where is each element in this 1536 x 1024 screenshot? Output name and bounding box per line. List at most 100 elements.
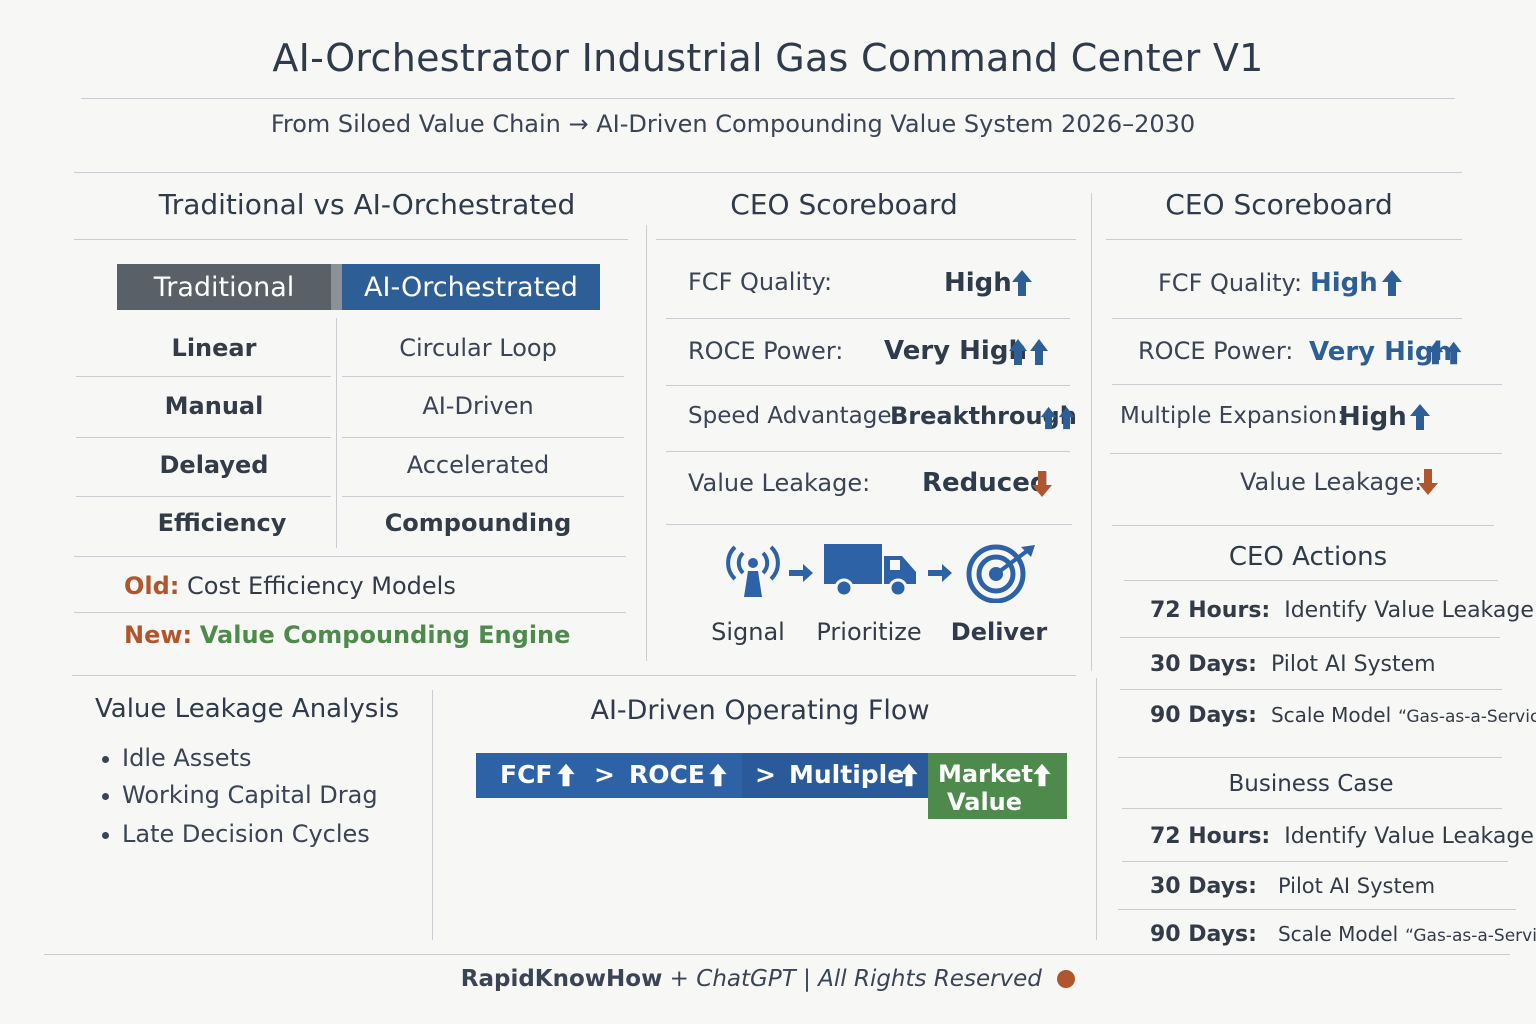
old-label: Old: bbox=[124, 572, 180, 600]
section-divider bbox=[1096, 678, 1097, 940]
scoreboard-label: FCF Quality: bbox=[688, 268, 833, 296]
business-case-row: 30 Days: Pilot AI System bbox=[1150, 874, 1435, 899]
scoreboard-right-label: ROCE Power: bbox=[1138, 337, 1294, 365]
ceo-action-row: 30 Days: Pilot AI System bbox=[1150, 652, 1436, 677]
action-when: 30 Days: bbox=[1150, 652, 1257, 677]
signal-icon bbox=[726, 545, 780, 597]
footer-dot-icon bbox=[1057, 970, 1076, 988]
flow-step-roce: ROCE bbox=[629, 760, 705, 789]
column-header-gap bbox=[331, 264, 342, 310]
comparison-heading-divider bbox=[74, 239, 628, 240]
section-divider bbox=[646, 225, 647, 661]
row-divider bbox=[76, 437, 331, 438]
scoreboard-value: Reduced bbox=[922, 468, 1049, 498]
business-case-row: 72 Hours: Identify Value Leakage bbox=[1150, 824, 1534, 849]
scoreboard-row-divider bbox=[666, 451, 1070, 452]
new-model-line: New: Value Compounding Engine bbox=[124, 621, 570, 649]
flow-step-multiple: Multiple bbox=[789, 760, 905, 789]
case-quote: “Gas-as-a-Service” bbox=[1405, 926, 1536, 946]
new-label: New: bbox=[124, 621, 193, 649]
up-arrow-icon bbox=[1382, 270, 1402, 296]
footer-plus: + bbox=[669, 966, 689, 992]
action-when: 72 Hours: bbox=[1150, 598, 1271, 623]
scoreboard-label: ROCE Power: bbox=[688, 337, 844, 365]
scoreboard-heading: CEO Scoreboard bbox=[730, 188, 958, 221]
market-value-line1: Market bbox=[938, 760, 1033, 788]
scoreboard-right-label: FCF Quality: bbox=[1158, 269, 1303, 297]
row-divider bbox=[76, 376, 331, 377]
row-divider bbox=[342, 437, 624, 438]
business-case-row-divider bbox=[1118, 909, 1516, 910]
old-new-divider bbox=[74, 612, 626, 613]
process-arrow-icon bbox=[789, 564, 813, 582]
traditional-cell: Linear bbox=[171, 334, 257, 362]
row-divider bbox=[342, 496, 624, 497]
action-what: Scale Model bbox=[1270, 703, 1392, 727]
scoreboard-row-divider bbox=[666, 318, 1070, 319]
scoreboard-value: High bbox=[944, 268, 1012, 298]
down-arrow-icon bbox=[1032, 471, 1052, 497]
row-divider bbox=[74, 556, 626, 557]
ceo-actions-end-divider bbox=[1118, 757, 1502, 758]
scoreboard-row-divider bbox=[666, 385, 1070, 386]
case-when: 90 Days: bbox=[1150, 922, 1257, 947]
comparison-column-divider bbox=[336, 318, 337, 548]
comparison-heading: Traditional vs AI-Orchestrated bbox=[158, 188, 576, 221]
up-arrow-icon bbox=[900, 763, 918, 787]
title-divider bbox=[81, 98, 1455, 99]
process-step-label: Prioritize bbox=[816, 618, 922, 646]
footer: RapidKnowHow + ChatGPT | All Rights Rese… bbox=[0, 966, 1536, 992]
ceo-actions-divider bbox=[1124, 580, 1498, 581]
scoreboard-row-divider bbox=[666, 524, 1072, 525]
traditional-cell: Delayed bbox=[159, 451, 269, 479]
lower-section-divider bbox=[72, 675, 1076, 676]
ceo-action-divider bbox=[1120, 689, 1502, 690]
ceo-action-row: 90 Days: Scale Model “Gas-as-a-Service” bbox=[1150, 703, 1536, 728]
scoreboard-right-label: Value Leakage: bbox=[1240, 468, 1423, 496]
up-arrow-icon bbox=[709, 763, 727, 787]
process-step-label: Deliver bbox=[950, 618, 1048, 646]
ai-cell: Accelerated bbox=[406, 451, 550, 479]
footer-rights: All Rights Reserved bbox=[818, 966, 1042, 992]
scoreboard-right-value: High bbox=[1310, 268, 1378, 298]
traditional-column-header: Traditional bbox=[117, 264, 331, 310]
flow-step-fcf: FCF bbox=[500, 760, 553, 789]
scoreboard-right-heading: CEO Scoreboard bbox=[1165, 188, 1393, 221]
traditional-cell: Efficiency bbox=[157, 509, 287, 537]
flow-bar-right bbox=[742, 753, 930, 798]
flow-bar-left bbox=[476, 753, 742, 798]
new-text: Value Compounding Engine bbox=[199, 621, 571, 649]
action-what: Identify Value Leakage bbox=[1284, 598, 1534, 623]
business-case-heading: Business Case bbox=[1228, 771, 1394, 797]
process-step-label: Signal bbox=[711, 618, 785, 646]
case-what: Pilot AI System bbox=[1277, 874, 1436, 898]
leakage-item: Working Capital Drag bbox=[102, 781, 378, 809]
case-what: Identify Value Leakage bbox=[1284, 824, 1534, 849]
scoreboard-right-label: Multiple Expansion: bbox=[1120, 403, 1345, 429]
footer-brand: RapidKnowHow bbox=[460, 966, 663, 992]
action-quote: “Gas-as-a-Service” bbox=[1398, 707, 1536, 727]
business-case-row-divider bbox=[1122, 861, 1508, 862]
case-when: 30 Days: bbox=[1150, 874, 1257, 899]
scoreboard-right-row-divider bbox=[1112, 318, 1462, 319]
leakage-item: Late Decision Cycles bbox=[102, 820, 370, 848]
row-divider bbox=[76, 496, 331, 497]
up-arrow-icon bbox=[1012, 270, 1032, 296]
up-arrow-icon bbox=[1033, 763, 1051, 787]
business-case-divider bbox=[1122, 808, 1502, 809]
action-what: Pilot AI System bbox=[1270, 652, 1436, 677]
old-text: Cost Efficiency Models bbox=[187, 572, 456, 600]
ai-cell: Circular Loop bbox=[399, 334, 557, 362]
scoreboard-right-heading-divider bbox=[1106, 239, 1462, 240]
ai-cell: Compounding bbox=[384, 509, 572, 537]
footer-partner: ChatGPT bbox=[696, 966, 796, 992]
action-when: 90 Days: bbox=[1150, 703, 1257, 728]
footer-separator: | bbox=[803, 966, 811, 992]
market-value-line2: Value bbox=[947, 788, 1023, 816]
scoreboard-right-row-divider bbox=[1110, 453, 1502, 454]
scoreboard-right-value: High bbox=[1339, 402, 1407, 432]
traditional-cell: Manual bbox=[164, 392, 264, 420]
down-arrow-icon bbox=[1418, 469, 1438, 495]
up-arrow-icon bbox=[557, 763, 575, 787]
leakage-heading: Value Leakage Analysis bbox=[95, 694, 400, 724]
